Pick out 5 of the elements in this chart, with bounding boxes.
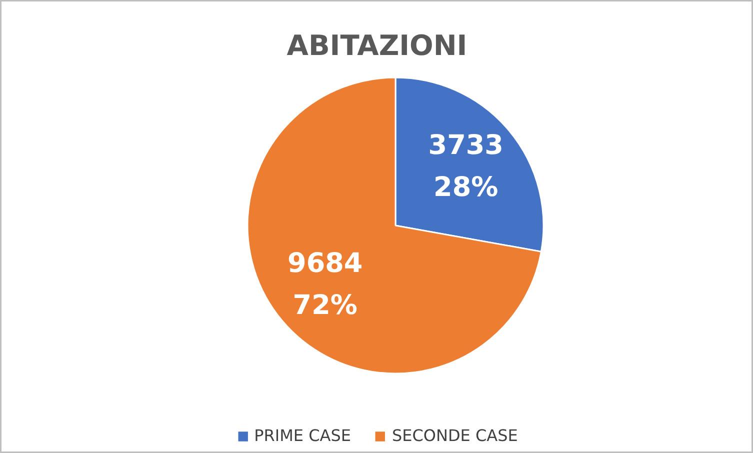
- chart-title: ABITAZIONI: [286, 29, 468, 62]
- data-label: 3733 28%: [428, 130, 504, 204]
- data-label: 9684 72%: [288, 248, 363, 321]
- legend-label: SECONDE CASE: [392, 426, 518, 445]
- legend-label: PRIME CASE: [254, 426, 351, 445]
